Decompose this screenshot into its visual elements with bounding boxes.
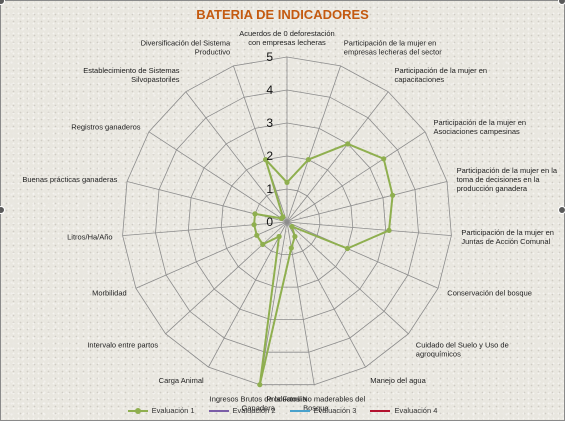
resize-handle-left[interactable] xyxy=(0,206,5,214)
category-label: Carga Animal xyxy=(159,376,204,385)
category-label: Participación de la mujer en empresas lec… xyxy=(344,39,442,57)
data-point[interactable] xyxy=(305,157,311,163)
legend-swatch xyxy=(370,409,391,412)
radar-series xyxy=(251,141,396,388)
grid-spoke xyxy=(122,221,288,236)
category-label: Morbilidad xyxy=(92,288,127,297)
data-point[interactable] xyxy=(254,232,260,238)
chart-title: BATERIA DE INDICADORES xyxy=(196,7,369,22)
legend-label: Evaluación 3 xyxy=(313,406,357,415)
grid-spoke xyxy=(286,221,439,289)
category-label: Intervalo entre partos xyxy=(87,341,158,350)
legend-item[interactable]: Evaluación 2 xyxy=(208,406,276,415)
category-label: Productos No maderables del Bosque xyxy=(266,395,365,413)
grid-spoke xyxy=(185,91,288,223)
grid-spoke xyxy=(286,221,366,368)
category-label: Manejo del agua xyxy=(370,376,426,385)
legend-item[interactable]: Evaluación 1 xyxy=(127,406,195,415)
radial-tick-label: 2 xyxy=(266,149,273,163)
data-point[interactable] xyxy=(251,222,257,228)
data-point[interactable] xyxy=(284,179,290,185)
resize-handle-top-right[interactable] xyxy=(558,0,565,5)
category-label: Participación de la mujer en Asociaciones… xyxy=(434,118,527,136)
category-label: Buenas prácticas ganaderas xyxy=(22,175,117,184)
legend-label: Evaluación 2 xyxy=(232,406,276,415)
category-label: Registros ganaderos xyxy=(71,122,140,131)
radial-tick-label: 0 xyxy=(266,215,273,229)
category-label: Conservación del bosque xyxy=(447,288,532,297)
grid-spoke xyxy=(233,65,288,223)
grid-spoke xyxy=(286,131,426,223)
category-label: Ingresos Brutos de la Familia Ganadera xyxy=(210,395,308,413)
data-point[interactable] xyxy=(288,245,294,251)
category-label: Participación de la mujer en Juntas de Ac… xyxy=(461,228,554,246)
radial-tick-label: 1 xyxy=(266,182,273,196)
legend-item[interactable]: Evaluación 3 xyxy=(289,406,357,415)
grid-ring xyxy=(220,155,354,288)
legend: Evaluación 1 Evaluación 2 Evaluación 3 Eval… xyxy=(0,406,565,415)
data-point[interactable] xyxy=(381,156,387,162)
grid-spoke xyxy=(135,221,288,289)
category-label: Diversificación del Sistema Productivo xyxy=(141,39,231,57)
category-label: Acuerdos de 0 deforestación con empresas … xyxy=(239,29,334,47)
legend-swatch xyxy=(127,407,148,414)
grid-ring xyxy=(253,188,321,255)
data-point[interactable] xyxy=(386,227,392,233)
radar-grid xyxy=(122,56,452,386)
legend-swatch xyxy=(208,409,229,412)
data-point[interactable] xyxy=(263,157,269,163)
grid-ring xyxy=(155,89,419,353)
data-point[interactable] xyxy=(260,241,266,247)
legend-swatch xyxy=(289,409,310,412)
grid-spoke xyxy=(286,91,389,223)
category-label: Litros/Ha/Año xyxy=(67,233,112,242)
series-line xyxy=(253,142,394,386)
resize-handle-right[interactable] xyxy=(558,206,565,214)
grid-spoke xyxy=(148,131,288,223)
data-point[interactable] xyxy=(252,211,258,217)
data-point[interactable] xyxy=(257,382,263,388)
grid-spoke xyxy=(286,221,452,236)
grid-spoke xyxy=(208,221,288,368)
radial-tick-label: 5 xyxy=(266,50,273,64)
legend-label: Evaluación 1 xyxy=(151,406,195,415)
radial-ticks: 0 1 2 3 4 5 xyxy=(266,50,273,229)
data-point[interactable] xyxy=(390,192,396,198)
legend-item[interactable]: Evaluación 4 xyxy=(370,406,437,415)
data-point[interactable] xyxy=(292,233,298,240)
category-labels: Acuerdos de 0 deforestación con empresas … xyxy=(22,29,558,413)
grid-spoke xyxy=(165,221,288,335)
category-label: Cuidado del Suelo y Uso de agroquímicos xyxy=(416,341,509,359)
grid-spoke xyxy=(286,221,409,335)
radial-tick-label: 4 xyxy=(266,83,273,97)
grid-spoke xyxy=(286,65,341,223)
category-label: Participación de la mujer en capacitacion… xyxy=(395,66,488,84)
data-point[interactable] xyxy=(344,245,350,252)
grid-ring xyxy=(187,122,387,321)
data-point[interactable] xyxy=(345,141,351,147)
data-point[interactable] xyxy=(276,233,282,240)
category-label: Establecimiento de Sistemas Silvopastoril… xyxy=(83,66,180,84)
data-point[interactable] xyxy=(289,223,295,230)
resize-handle-top-left[interactable] xyxy=(0,0,5,5)
legend-label: Evaluación 4 xyxy=(394,406,438,415)
data-point[interactable] xyxy=(280,214,286,220)
grid-ring xyxy=(122,56,452,386)
grid-spoke xyxy=(286,181,448,223)
radial-tick-label: 3 xyxy=(266,116,273,130)
category-label: Participación de la mujer en la toma de d… xyxy=(457,166,558,193)
